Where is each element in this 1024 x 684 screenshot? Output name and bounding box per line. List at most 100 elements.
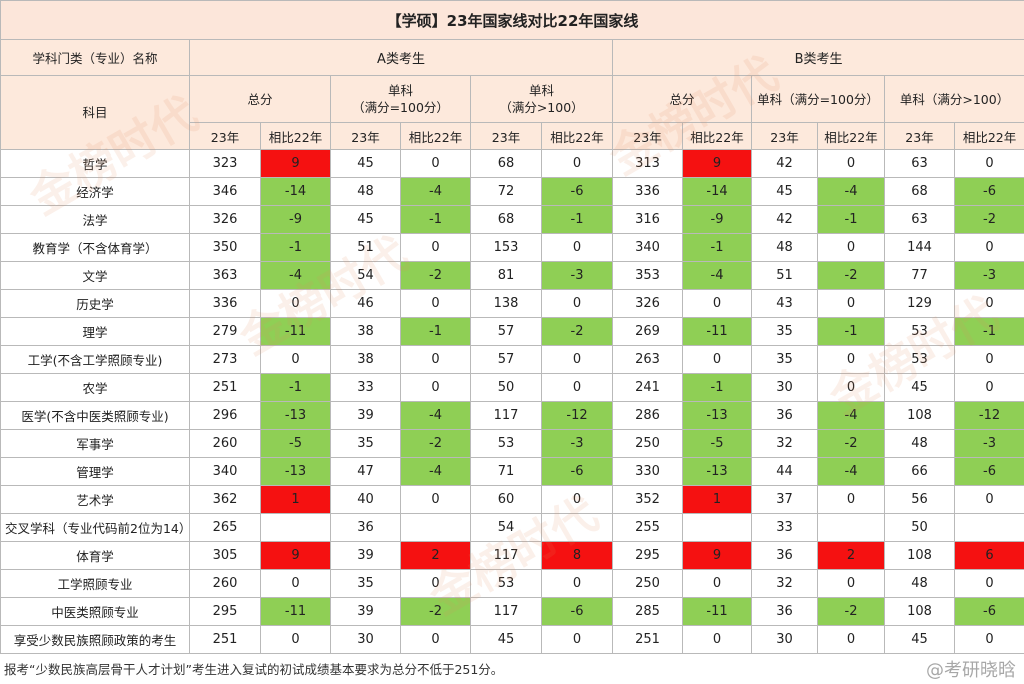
- delta-cell: -13: [260, 457, 331, 486]
- score-cell: 57: [470, 345, 542, 374]
- delta-cell: -6: [953, 177, 1024, 206]
- score-cell: 68: [470, 149, 542, 178]
- delta-cell: -9: [260, 205, 331, 234]
- score-cell: 45: [884, 625, 955, 654]
- score-cell: 46: [330, 289, 401, 318]
- delta-cell: -4: [260, 261, 331, 290]
- table-row: 交叉学科（专业代码前2位为14） 265 36 54 255 33 50: [0, 513, 1024, 542]
- delta-cell: -13: [682, 457, 752, 486]
- subject-name: 管理学: [0, 457, 190, 486]
- score-cell: 48: [751, 233, 818, 262]
- delta-cell: 0: [260, 569, 331, 598]
- year23-header: 23年: [884, 122, 955, 150]
- delta-cell: -2: [400, 429, 471, 458]
- subject-name: 工学照顾专业: [0, 569, 190, 598]
- delta-cell: -3: [541, 261, 613, 290]
- subject-column-header: 学科门类（专业）名称: [0, 39, 190, 76]
- score-cell: 53: [884, 345, 955, 374]
- score-cell: 285: [612, 597, 683, 626]
- delta-cell: 0: [541, 289, 613, 318]
- score-cell: 336: [189, 289, 261, 318]
- vs22-header: 相比22年: [541, 122, 613, 150]
- score-cell: 35: [330, 569, 401, 598]
- delta-cell: -2: [817, 261, 885, 290]
- score-cell: 30: [751, 373, 818, 402]
- score-cell: 50: [470, 373, 542, 402]
- year23-header: 23年: [751, 122, 818, 150]
- vs22-header: 相比22年: [682, 122, 752, 150]
- score-cell: 53: [884, 317, 955, 346]
- subject-name: 理学: [0, 317, 190, 346]
- score-cell: 117: [470, 597, 542, 626]
- delta-cell: 0: [400, 289, 471, 318]
- delta-cell: 2: [400, 541, 471, 570]
- score-cell: 35: [330, 429, 401, 458]
- delta-cell: 0: [953, 485, 1024, 514]
- delta-cell: -14: [682, 177, 752, 206]
- score-cell: 353: [612, 261, 683, 290]
- delta-cell: -1: [682, 233, 752, 262]
- table-row: 文学 363 -4 54 -2 81 -3 353 -4 51 -2 77 -3: [0, 261, 1024, 290]
- delta-cell: 0: [817, 569, 885, 598]
- score-cell: 330: [612, 457, 683, 486]
- score-cell: 39: [330, 401, 401, 430]
- score-cell: 66: [884, 457, 955, 486]
- score-cell: 45: [330, 149, 401, 178]
- score-cell: 45: [470, 625, 542, 654]
- delta-cell: 0: [682, 345, 752, 374]
- subject-name: 文学: [0, 261, 190, 290]
- b-total-header: 总分: [612, 75, 752, 123]
- delta-cell: -2: [953, 205, 1024, 234]
- score-cell: 108: [884, 597, 955, 626]
- score-cell: 296: [189, 401, 261, 430]
- score-cell: 63: [884, 149, 955, 178]
- delta-cell: 2: [817, 541, 885, 570]
- score-cell: 108: [884, 401, 955, 430]
- score-cell: 30: [751, 625, 818, 654]
- score-cell: 30: [330, 625, 401, 654]
- delta-cell: 0: [817, 485, 885, 514]
- subject-name: 经济学: [0, 177, 190, 206]
- score-cell: 251: [189, 625, 261, 654]
- subject-name: 工学(不含工学照顾专业): [0, 345, 190, 374]
- score-cell: 54: [330, 261, 401, 290]
- score-cell: 36: [751, 597, 818, 626]
- delta-cell: -12: [541, 401, 613, 430]
- delta-cell: 0: [260, 345, 331, 374]
- delta-cell: 0: [953, 149, 1024, 178]
- score-cell: 36: [330, 513, 401, 542]
- delta-cell: 0: [953, 289, 1024, 318]
- subject-name: 农学: [0, 373, 190, 402]
- subject-sub-header: 科目: [0, 75, 190, 150]
- delta-cell: [260, 513, 331, 542]
- subject-name: 历史学: [0, 289, 190, 318]
- delta-cell: [400, 513, 471, 542]
- year23-header: 23年: [470, 122, 542, 150]
- score-cell: 39: [330, 597, 401, 626]
- score-cell: 352: [612, 485, 683, 514]
- subject-name: 教育学（不含体育学）: [0, 233, 190, 262]
- score-cell: 286: [612, 401, 683, 430]
- score-cell: 251: [612, 625, 683, 654]
- delta-cell: -14: [260, 177, 331, 206]
- subject-name: 享受少数民族照顾政策的考生: [0, 625, 190, 654]
- delta-cell: -12: [953, 401, 1024, 430]
- delta-cell: -6: [541, 177, 613, 206]
- score-cell: 144: [884, 233, 955, 262]
- score-cell: 50: [884, 513, 955, 542]
- delta-cell: 0: [400, 233, 471, 262]
- score-cell: 51: [330, 233, 401, 262]
- a-singlegt100-header: 单科 （满分>100）: [470, 75, 613, 123]
- table-row: 经济学 346 -14 48 -4 72 -6 336 -14 45 -4 68 -6: [0, 177, 1024, 206]
- delta-cell: 1: [682, 485, 752, 514]
- score-cell: 255: [612, 513, 683, 542]
- delta-cell: [817, 513, 885, 542]
- vs22-header: 相比22年: [953, 122, 1024, 150]
- table-row: 军事学 260 -5 35 -2 53 -3 250 -5 32 -2 48 -3: [0, 429, 1024, 458]
- delta-cell: [682, 513, 752, 542]
- subject-name: 哲学: [0, 149, 190, 178]
- delta-cell: -2: [817, 429, 885, 458]
- delta-cell: 0: [400, 625, 471, 654]
- score-cell: 40: [330, 485, 401, 514]
- delta-cell: -3: [953, 261, 1024, 290]
